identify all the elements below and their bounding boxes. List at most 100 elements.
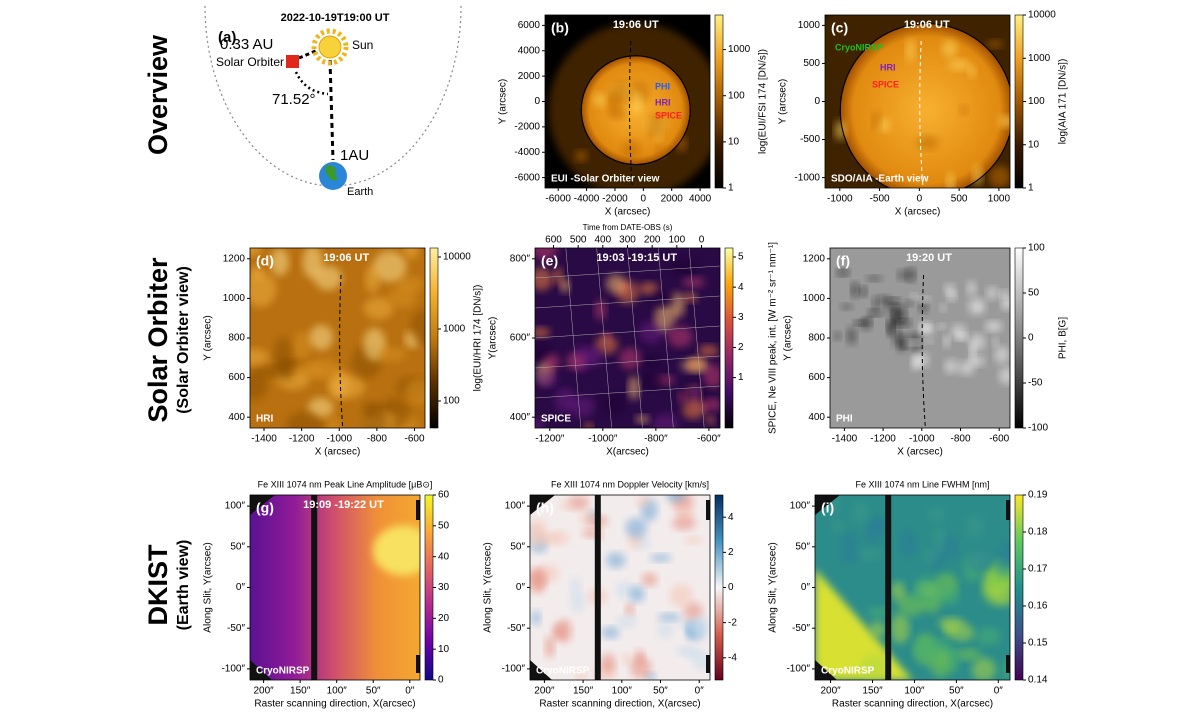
colorbar bbox=[714, 494, 724, 681]
coord-grid bbox=[688, 248, 705, 428]
earth-distance: 1AU bbox=[340, 147, 369, 164]
texture bbox=[286, 411, 323, 428]
texture bbox=[705, 415, 716, 425]
x-tick-label: -1000 bbox=[909, 434, 935, 445]
colorbar-tick-label: 1 bbox=[738, 372, 744, 383]
top-tick-label: 100 bbox=[668, 235, 685, 246]
texture bbox=[403, 248, 419, 260]
y-tick-label: 500 bbox=[803, 58, 820, 69]
annotation: PHI bbox=[655, 81, 670, 91]
panel-caption: CryoNIRSP bbox=[821, 666, 875, 677]
top-tick-label: 0 bbox=[699, 235, 705, 246]
texture bbox=[947, 645, 961, 673]
texture bbox=[575, 670, 587, 680]
colorbar-tick-label: 100 bbox=[443, 396, 460, 407]
texture bbox=[976, 627, 1001, 646]
colorbar-tick-label: 0.15 bbox=[1028, 638, 1048, 649]
texture bbox=[988, 576, 1008, 589]
texture bbox=[293, 330, 311, 361]
y-tick-label: 0″ bbox=[236, 582, 246, 593]
x-tick-label: 1000 bbox=[988, 194, 1011, 205]
texture bbox=[327, 415, 342, 428]
texture bbox=[653, 413, 679, 428]
texture bbox=[649, 553, 672, 563]
x-tick-label: 150″ bbox=[573, 686, 594, 697]
texture bbox=[966, 281, 977, 297]
colorbar-tick-label: 10 bbox=[438, 644, 450, 655]
texture bbox=[580, 510, 595, 527]
panel-title: Fe XIII 1074 nm Peak Line Amplitude [μB⊙… bbox=[258, 479, 433, 489]
panel-image bbox=[250, 495, 420, 680]
corner-mask bbox=[250, 660, 272, 680]
y-tick-label: 100″ bbox=[225, 501, 246, 512]
texture bbox=[615, 581, 634, 600]
angle-arc bbox=[294, 71, 329, 96]
colorbar-tick-label: 10 bbox=[1028, 139, 1040, 150]
y-tick-label: 100″ bbox=[790, 501, 811, 512]
texture bbox=[931, 526, 946, 554]
colorbar-tick-label: 0.16 bbox=[1028, 601, 1048, 612]
corner-mask bbox=[250, 495, 275, 515]
sun-orbiter-line bbox=[298, 48, 319, 60]
row-title: DKIST bbox=[143, 544, 173, 626]
texture bbox=[544, 635, 555, 659]
slit-gap bbox=[594, 495, 601, 680]
texture bbox=[530, 527, 545, 548]
texture bbox=[918, 300, 929, 313]
texture bbox=[250, 248, 262, 257]
colorbar-tick-label: 0.17 bbox=[1028, 564, 1048, 575]
texture bbox=[871, 111, 881, 132]
texture bbox=[388, 285, 418, 308]
y-tick-label: 100″ bbox=[505, 501, 526, 512]
texture bbox=[600, 653, 616, 674]
colorbar-tick-label: 0.19 bbox=[1028, 490, 1048, 501]
colorbar-tick-label: -2 bbox=[728, 617, 737, 628]
x-tick-label: -2000 bbox=[602, 194, 628, 205]
x-tick-label: 50″ bbox=[366, 686, 381, 697]
texture bbox=[959, 104, 969, 115]
colorbar-tick-label: 2 bbox=[728, 547, 734, 558]
panel-image bbox=[535, 248, 720, 428]
x-tick-label: 50″ bbox=[949, 686, 964, 697]
texture bbox=[631, 90, 643, 113]
texture bbox=[830, 520, 845, 533]
panel-image bbox=[545, 15, 710, 188]
texture bbox=[274, 337, 292, 371]
x-tick-label: -1400 bbox=[251, 434, 277, 445]
colorbar bbox=[1014, 14, 1024, 189]
y-axis-label: Along Slit, Y(arcsec) bbox=[768, 542, 779, 632]
coord-grid bbox=[535, 385, 720, 399]
texture bbox=[535, 267, 553, 291]
colorbar-tick-label: 10000 bbox=[443, 252, 471, 263]
panel-time: 19:09 -19:22 UT bbox=[303, 499, 384, 511]
colorbar-tick-label: 0 bbox=[1028, 333, 1034, 344]
panel-label: (h) bbox=[536, 500, 554, 516]
texture bbox=[839, 533, 859, 549]
texture bbox=[569, 576, 582, 597]
texture bbox=[684, 535, 703, 545]
texture bbox=[914, 352, 929, 367]
texture bbox=[270, 248, 290, 276]
panel-caption: EUI -Solar Orbiter view bbox=[551, 174, 660, 185]
x-tick-label: -1000″ bbox=[588, 434, 618, 445]
y-tick-label: 1000 bbox=[223, 293, 246, 304]
texture bbox=[637, 354, 662, 368]
colorbar bbox=[714, 14, 724, 189]
colorbar-tick-label: -4 bbox=[728, 652, 737, 663]
colorbar-tick-label: 50 bbox=[1028, 288, 1040, 299]
slit-gap bbox=[885, 495, 892, 680]
colorbar-label: log(EUI/HRI 174 [DN/s]) bbox=[473, 285, 484, 392]
corner-mask bbox=[530, 495, 555, 515]
texture bbox=[905, 339, 923, 346]
texture bbox=[692, 654, 710, 671]
x-tick-label: 150″ bbox=[862, 686, 883, 697]
texture bbox=[657, 620, 674, 639]
panel-label: (e) bbox=[541, 253, 558, 269]
texture bbox=[531, 569, 547, 594]
x-tick-label: 0″ bbox=[695, 686, 705, 697]
texture bbox=[886, 318, 895, 335]
x-axis-label: Raster scanning direction, X(arcsec) bbox=[254, 699, 415, 710]
corner-mask bbox=[815, 660, 837, 680]
limb bbox=[580, 55, 691, 166]
panel-image bbox=[815, 495, 1010, 680]
